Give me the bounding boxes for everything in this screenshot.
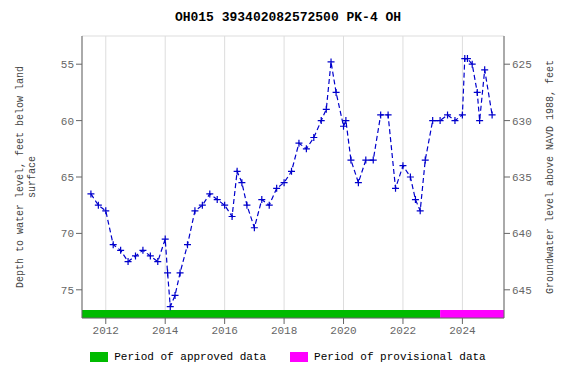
svg-text:2024: 2024 [449, 325, 476, 337]
svg-text:640: 640 [512, 228, 532, 240]
svg-text:60: 60 [61, 116, 74, 128]
svg-text:2018: 2018 [271, 325, 297, 337]
svg-text:surface: surface [27, 156, 38, 198]
html-text:Period of approved data: Period of approved data [114, 351, 267, 363]
svg-text:2016: 2016 [211, 325, 237, 337]
svg-text:625: 625 [512, 59, 532, 71]
svg-text:75: 75 [61, 285, 74, 297]
svg-text:2014: 2014 [152, 325, 179, 337]
svg-text:630: 630 [512, 116, 532, 128]
svg-text:645: 645 [512, 285, 532, 297]
svg-text:55: 55 [61, 59, 74, 71]
svg-text:65: 65 [61, 172, 74, 184]
svg-text:2012: 2012 [93, 325, 119, 337]
svg-text:Groundwater level above NAVD 1: Groundwater level above NAVD 1988, feet [545, 60, 556, 294]
svg-text:2022: 2022 [390, 325, 416, 337]
html-text:Period of provisional data: Period of provisional data [314, 351, 486, 363]
svg-text:Depth to water level, feet bel: Depth to water level, feet below land [15, 66, 26, 288]
html-text:OH015 393402082572500 PK-4 OH: OH015 393402082572500 PK-4 OH [174, 10, 402, 25]
svg-text:2020: 2020 [330, 325, 356, 337]
svg-text:635: 635 [512, 172, 532, 184]
svg-text:70: 70 [61, 228, 74, 240]
